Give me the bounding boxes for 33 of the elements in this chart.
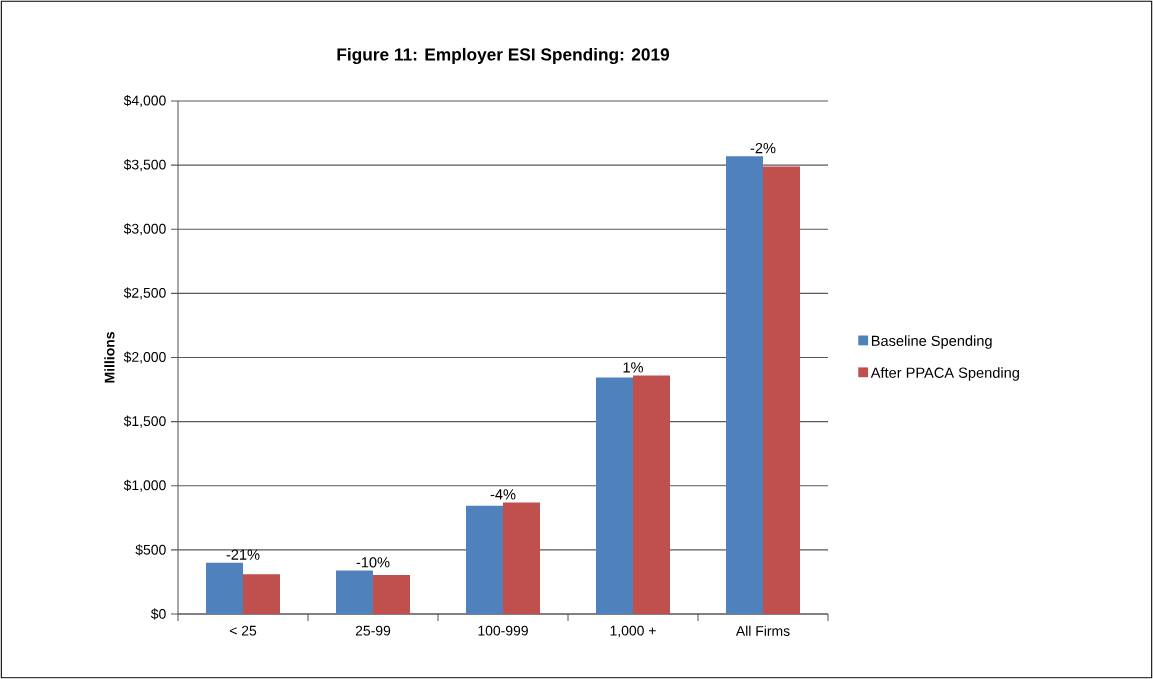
annotation: -21%: [226, 549, 260, 560]
y-tick-label: $1,000: [123, 479, 166, 492]
x-tick-label: All Firms: [735, 625, 790, 636]
x-tick-label: < 25: [229, 625, 257, 636]
legend-label: After PPACA Spending: [870, 367, 1019, 381]
bar: [726, 156, 764, 614]
y-tick-label: $2,500: [123, 287, 166, 300]
bar: [206, 562, 243, 614]
bar: [243, 574, 280, 614]
y-axis-title: Millions: [104, 332, 115, 383]
y-tick-label: $500: [135, 544, 166, 556]
x-tick-label: 1,000 +: [610, 625, 656, 638]
y-tick-label: $2,000: [123, 351, 166, 364]
y-tick-label: $3,500: [123, 159, 166, 172]
annotation: -10%: [356, 557, 390, 568]
bar: [633, 375, 671, 614]
bar: [763, 166, 801, 614]
bar: [503, 502, 541, 614]
annotation: -4%: [490, 489, 516, 500]
y-tick-label: $4,000: [123, 94, 166, 108]
annotation: -2%: [750, 142, 776, 154]
y-tick-label: $1,500: [123, 415, 166, 428]
annotation: 1%: [623, 362, 644, 373]
bar: [336, 570, 374, 614]
chart-title: Figure 11: Employer ESI Spending: 2019: [337, 47, 670, 65]
legend-label: Baseline Spending: [871, 335, 992, 349]
y-tick-label: $3,000: [123, 223, 166, 236]
y-tick-label: $0: [150, 608, 166, 620]
bar: [466, 505, 504, 614]
x-tick-label: 25-99: [355, 625, 391, 636]
x-tick-label: 100-999: [478, 625, 528, 636]
bar: [373, 574, 411, 614]
bar: [596, 377, 634, 614]
